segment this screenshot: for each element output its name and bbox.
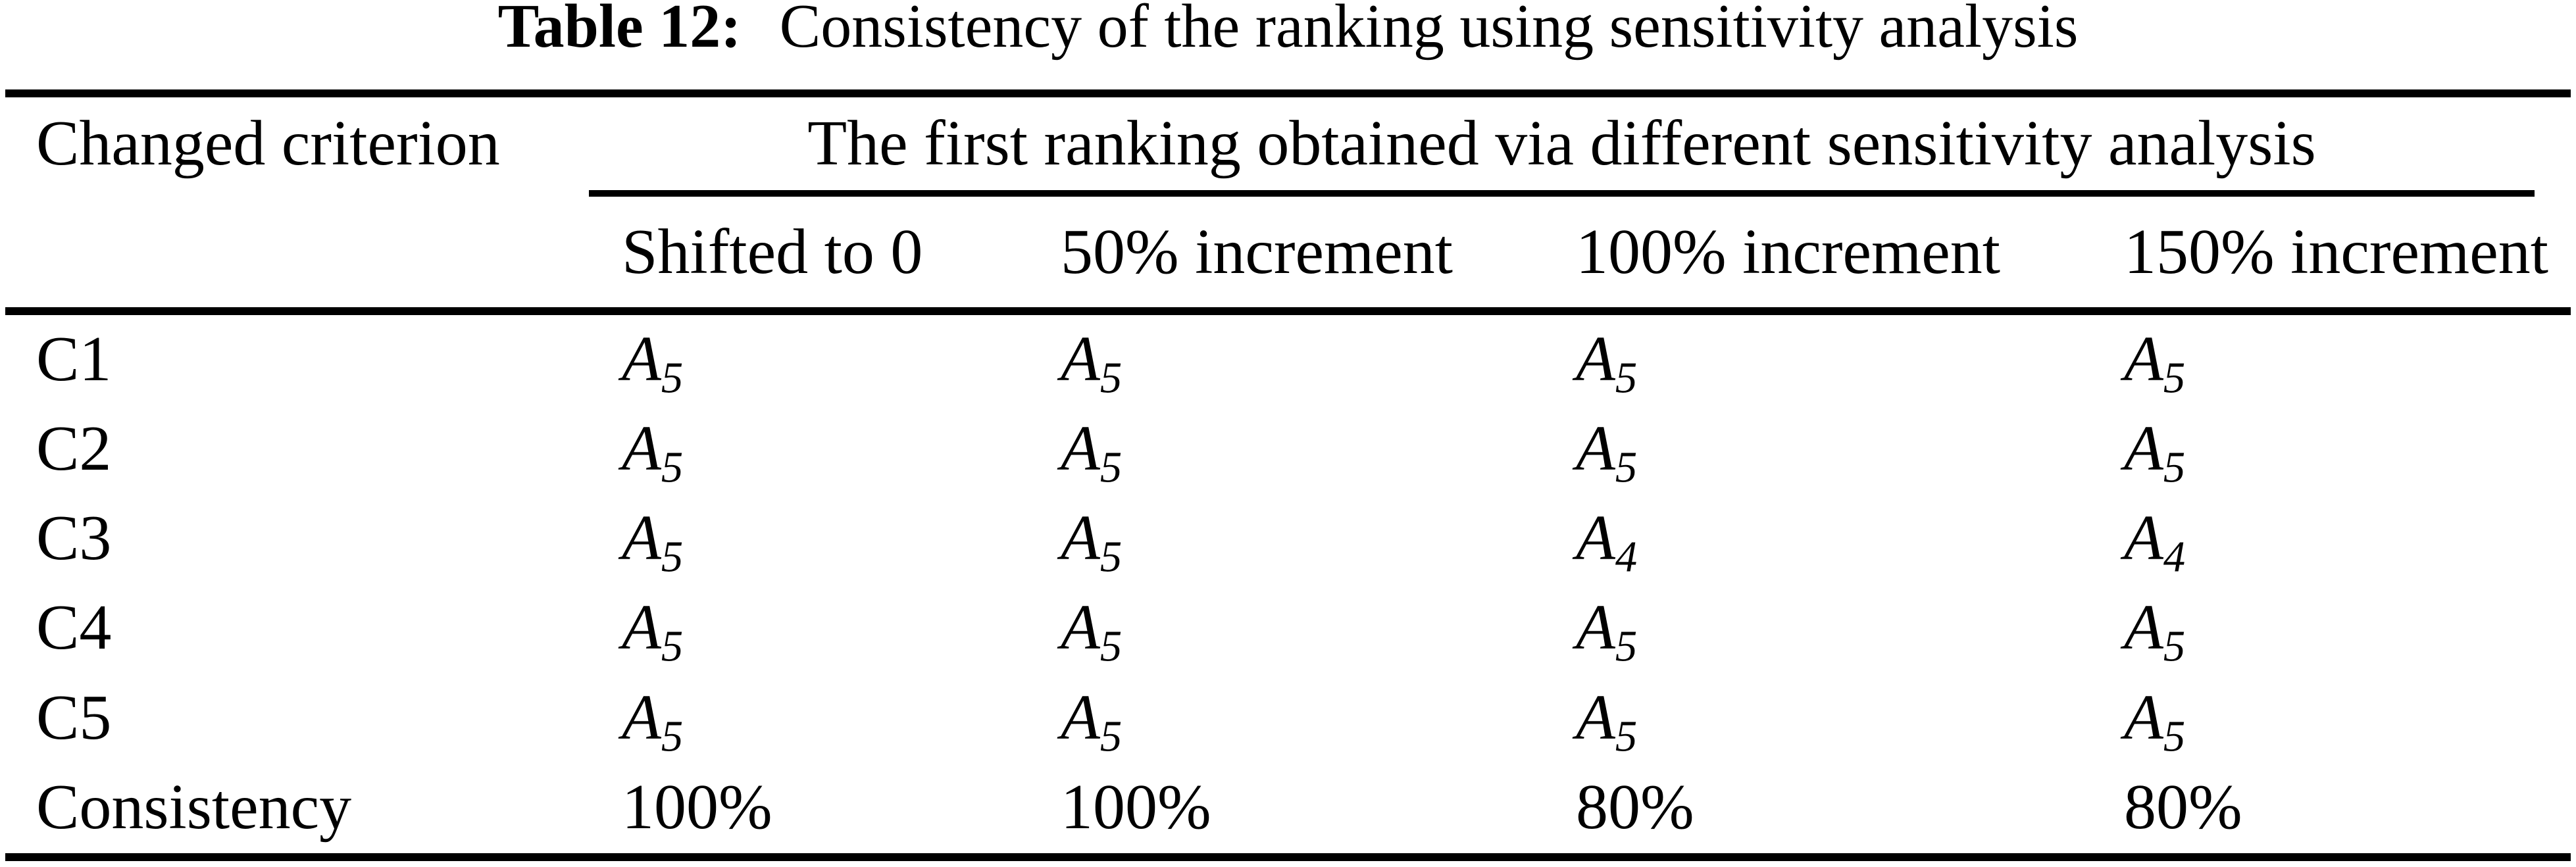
table-cell: A5 <box>622 413 684 492</box>
table-cell: A5 <box>1576 324 1638 403</box>
column-subheader-100-increment: 100% increment <box>1576 216 2000 287</box>
row-label: C2 <box>36 413 112 484</box>
table-number: Table 12: <box>497 0 742 61</box>
table-cell: A5 <box>1061 413 1123 492</box>
table-cell: 100% <box>622 772 772 843</box>
row-label: C4 <box>36 592 112 663</box>
table-header-row: Changed criterion The first ranking obta… <box>0 97 2576 190</box>
table-row: C5 A5 A5 A5 A5 <box>0 673 2576 762</box>
table-cell: A5 <box>622 324 684 403</box>
table-cell: A5 <box>2124 413 2186 492</box>
table-cell: 80% <box>1576 772 1694 843</box>
column-subheader-shifted-to-0: Shifted to 0 <box>622 216 923 287</box>
table-row: C2 A5 A5 A5 A5 <box>0 404 2576 493</box>
table-cell: 80% <box>2124 772 2242 843</box>
table-cell: A5 <box>2124 682 2186 761</box>
table-caption-text: Consistency of the ranking using sensiti… <box>779 0 2079 61</box>
table-row-consistency: Consistency 100% 100% 80% 80% <box>0 762 2576 852</box>
table-bottom-rule <box>5 853 2571 861</box>
row-label: C5 <box>36 682 112 753</box>
table-caption: Table 12: Consistency of the ranking usin… <box>0 0 2576 57</box>
table-cell: A5 <box>2124 324 2186 403</box>
column-header-changed-criterion: Changed criterion <box>36 108 500 179</box>
table-cell: A5 <box>1061 324 1123 403</box>
row-label: C3 <box>36 503 112 574</box>
row-label: Consistency <box>36 772 352 843</box>
table-cell: A5 <box>1061 503 1123 582</box>
table-cell: A5 <box>622 503 684 582</box>
header-body-rule <box>5 307 2571 315</box>
table-row: C4 A5 A5 A5 A5 <box>0 583 2576 672</box>
table-cell: A5 <box>1576 592 1638 671</box>
table-cell: A5 <box>1576 682 1638 761</box>
table-row: C1 A5 A5 A5 A5 <box>0 314 2576 404</box>
table-cell: A5 <box>1576 413 1638 492</box>
table-cell: A5 <box>622 592 684 671</box>
table-cell: A5 <box>1061 682 1123 761</box>
table-cell: A4 <box>2124 503 2186 582</box>
group-header-rule <box>589 190 2535 197</box>
group-header-sensitivity-analysis: The first ranking obtained via different… <box>807 108 2316 179</box>
table-cell: 100% <box>1061 772 1211 843</box>
table-subheader-row: Shifted to 0 50% increment 100% incremen… <box>0 197 2576 307</box>
table-cell: A5 <box>2124 592 2186 671</box>
column-subheader-150-increment: 150% increment <box>2124 216 2548 287</box>
column-subheader-50-increment: 50% increment <box>1061 216 1453 287</box>
table-row: C3 A5 A5 A4 A4 <box>0 493 2576 583</box>
table-cell: A5 <box>1061 592 1123 671</box>
table-cell: A5 <box>622 682 684 761</box>
row-label: C1 <box>36 324 112 395</box>
table-cell: A4 <box>1576 503 1638 582</box>
table-top-rule <box>5 89 2571 97</box>
